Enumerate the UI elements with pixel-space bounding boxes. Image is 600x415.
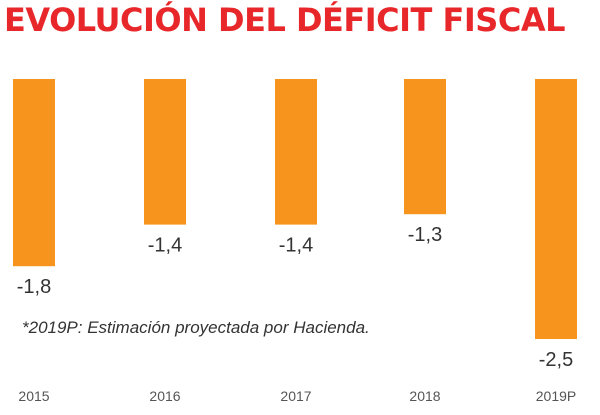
category-label-2019P: 2019P: [536, 388, 576, 404]
chart-title: EVOLUCIÓN DEL DÉFICIT FISCAL: [4, 1, 565, 39]
value-label-2015: -1,8: [17, 276, 51, 298]
bar-2016: [144, 79, 186, 225]
bar-2018: [404, 79, 446, 215]
bar-2015: [13, 79, 55, 267]
bar-2019P: [535, 79, 577, 339]
footnote: *2019P: Estimación proyectada por Hacien…: [22, 318, 370, 337]
value-label-2016: -1,4: [148, 235, 182, 257]
category-label-2015: 2015: [18, 388, 49, 404]
category-label-2017: 2017: [280, 388, 311, 404]
value-label-2017: -1,4: [279, 235, 313, 257]
bar-2017: [275, 79, 317, 225]
value-label-2019P: -2,5: [539, 349, 573, 371]
value-label-2018: -1,3: [408, 224, 442, 246]
category-label-2016: 2016: [149, 388, 180, 404]
category-label-2018: 2018: [409, 388, 440, 404]
